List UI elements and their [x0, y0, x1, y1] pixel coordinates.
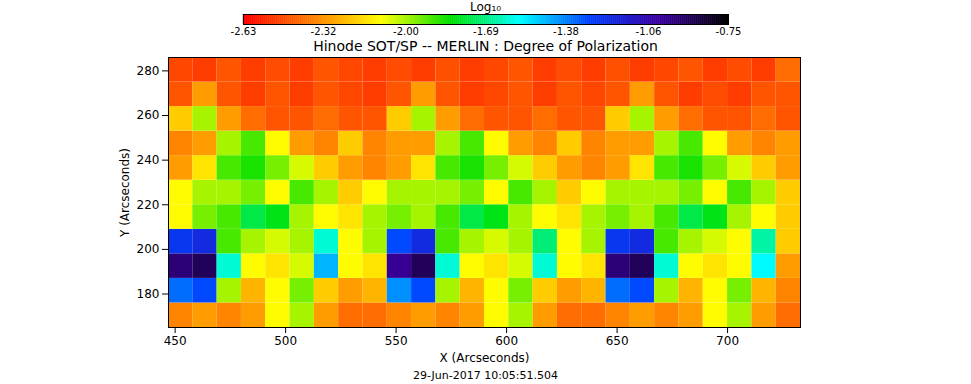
- svg-text:X (Arcseconds): X (Arcseconds): [440, 351, 530, 365]
- svg-text:450: 450: [164, 334, 187, 348]
- svg-text:-2.00: -2.00: [393, 26, 419, 37]
- svg-text:260: 260: [137, 108, 160, 122]
- svg-text:220: 220: [137, 198, 160, 212]
- svg-text:200: 200: [137, 242, 160, 256]
- svg-text:-2.32: -2.32: [311, 26, 337, 37]
- svg-text:550: 550: [385, 334, 408, 348]
- svg-text:700: 700: [716, 334, 739, 348]
- html-text:Hinode SOT/SP -- MERLIN : Degr: Hinode SOT/SP -- MERLIN : Degree of Pola…: [313, 38, 658, 54]
- html-text:Log₁₀: Log₁₀: [470, 0, 501, 14]
- svg-text:-1.38: -1.38: [553, 26, 579, 37]
- svg-text:650: 650: [606, 334, 629, 348]
- svg-text:240: 240: [137, 153, 160, 167]
- svg-text:-0.75: -0.75: [716, 26, 742, 37]
- svg-text:-1.69: -1.69: [473, 26, 499, 37]
- svg-text:-1.06: -1.06: [636, 26, 662, 37]
- svg-text:Y (Arcseconds): Y (Arcseconds): [118, 148, 132, 238]
- svg-text:-2.63: -2.63: [231, 26, 257, 37]
- html-text:29-Jun-2017 10:05:51.504: 29-Jun-2017 10:05:51.504: [412, 369, 559, 382]
- svg-text:500: 500: [274, 334, 297, 348]
- svg-text:280: 280: [137, 64, 160, 78]
- svg-text:600: 600: [495, 334, 518, 348]
- svg-text:180: 180: [137, 287, 160, 301]
